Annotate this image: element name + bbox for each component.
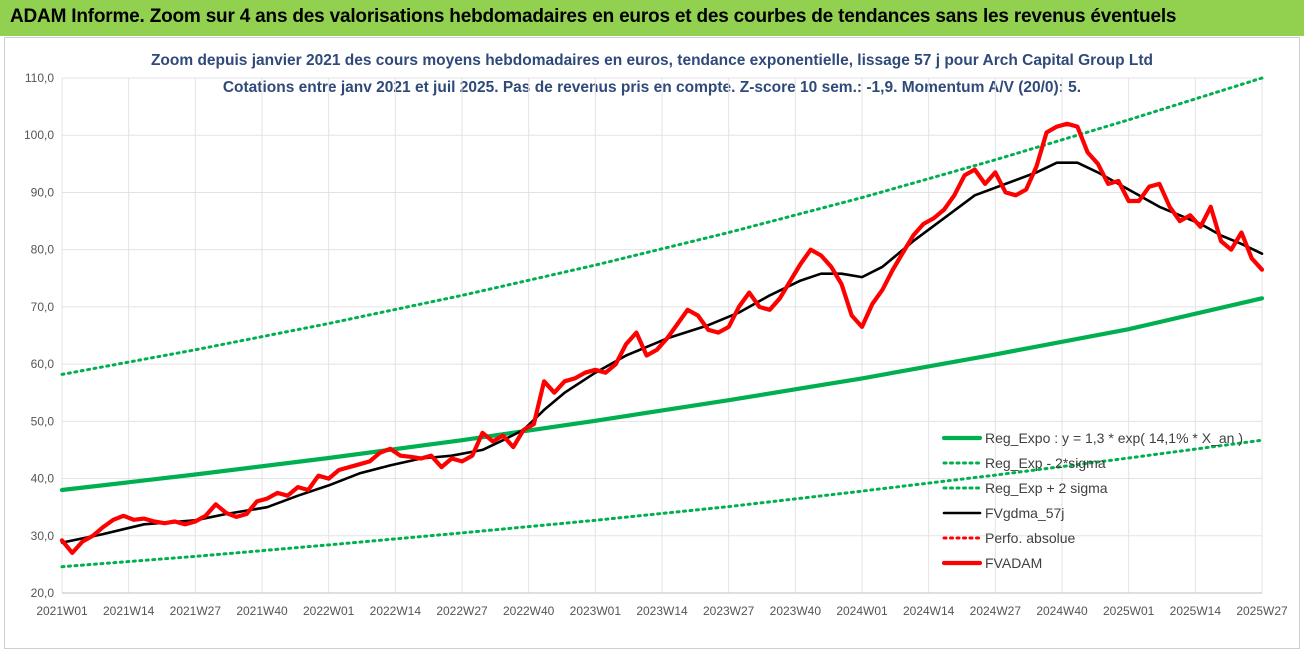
y-tick-label: 20,0 [31,586,55,600]
y-tick-label: 100,0 [24,128,54,142]
legend-label-3: FVgdma_57j [985,505,1064,521]
x-tick-label: 2021W40 [236,604,288,618]
legend-label-2: Reg_Exp + 2 sigma [985,480,1108,496]
series-line-2 [60,76,1264,376]
x-tick-label: 2023W27 [703,604,755,618]
x-tick-label: 2024W14 [903,604,955,618]
y-tick-label: 50,0 [31,414,55,428]
y-tick-label: 80,0 [31,243,55,257]
chart-subtitle: Cotations entre janv 2021 et juil 2025. … [222,79,1082,96]
x-axis: 2021W01 2021W14 2021W27 2021W40 2022W01 2022W… [36,592,1288,618]
y-tick-label: 40,0 [31,472,55,486]
x-tick-label: 2025W27 [1236,604,1288,618]
x-tick-label: 2021W27 [170,604,222,618]
x-tick-label: 2025W14 [1170,604,1222,618]
series-lines [59,76,1265,569]
series-line-5 [59,121,1265,555]
legend-label-4: Perfo. absolue [985,530,1075,546]
x-tick-label: 2022W40 [503,604,555,618]
y-tick-label: 70,0 [31,300,55,314]
x-tick-label: 2023W14 [636,604,688,618]
x-tick-label: 2021W14 [103,604,155,618]
x-tick-label: 2025W01 [1103,604,1155,618]
y-tick-label: 90,0 [31,185,55,199]
banner-title: ADAM Informe. Zoom sur 4 ans des valoris… [10,6,1177,27]
legend-label-5: FVADAM [985,555,1042,571]
y-tick-label: 110,0 [25,71,54,85]
x-tick-label: 2024W27 [970,604,1022,618]
legend: Reg_Expo : y = 1,3 * exp( 14,1% * X_an )… [941,430,1243,571]
x-tick-label: 2022W14 [370,604,422,618]
title-banner: ADAM Informe. Zoom sur 4 ans des valoris… [0,0,1304,36]
x-tick-label: 2022W01 [303,604,355,618]
x-tick-label: 2024W40 [1036,604,1088,618]
x-tick-label: 2022W27 [436,604,488,618]
x-tick-label: 2023W01 [570,604,622,618]
legend-label-1: Reg_Exp - 2*sigma [985,455,1106,471]
x-tick-label: 2024W01 [836,604,888,618]
y-tick-label: 30,0 [31,529,55,543]
series-line-0 [59,296,1265,493]
legend-label-0: Reg_Expo : y = 1,3 * exp( 14,1% * X_an ) [985,430,1243,446]
x-tick-label: 2023W40 [770,604,822,618]
y-tick-label: 60,0 [31,357,55,371]
series-line-1 [60,438,1264,569]
chart-title: Zoom depuis janvier 2021 des cours moyen… [150,52,1154,69]
x-tick-label: 2021W01 [36,604,88,618]
y-axis: 20,0 30,0 40,0 50,0 60,0 70,0 80,0 90,0 100,0 110… [24,71,54,600]
